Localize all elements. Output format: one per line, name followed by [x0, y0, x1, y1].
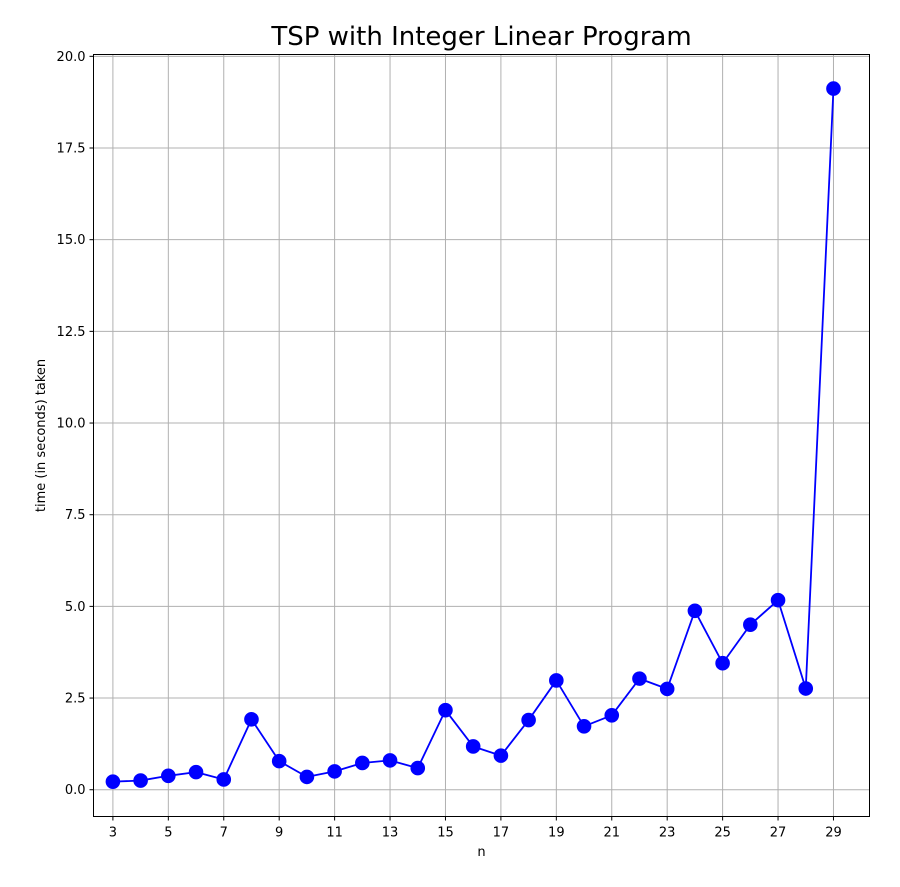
x-tick-label: 13: [382, 826, 399, 841]
data-point: [355, 755, 370, 771]
data-point: [216, 772, 232, 787]
x-tick-label: 25: [714, 826, 731, 841]
y-tick-label: 2.5: [65, 692, 86, 707]
data-point: [659, 681, 675, 697]
y-axis-label: time (in seconds) taken: [34, 359, 49, 512]
y-tick-label: 15.0: [57, 233, 86, 248]
x-tick-label: 23: [659, 826, 676, 841]
data-point: [826, 81, 841, 96]
x-tick-label: 15: [437, 826, 454, 841]
data-point: [299, 769, 315, 785]
y-tick-label: 20.0: [57, 50, 86, 65]
data-point: [271, 753, 287, 769]
x-tick-label: 19: [548, 826, 565, 841]
data-series: [105, 81, 841, 789]
data-point: [105, 774, 121, 789]
data-point: [687, 603, 703, 619]
x-tick-label: 3: [109, 826, 117, 841]
data-point: [493, 748, 509, 763]
chart-title: TSP with Integer Linear Program: [270, 22, 691, 52]
x-tick-label: 5: [164, 826, 172, 841]
x-axis-label: n: [477, 845, 485, 860]
data-point: [133, 773, 148, 788]
data-point: [382, 753, 398, 768]
x-tick-label: 11: [326, 826, 343, 841]
data-point: [576, 718, 592, 734]
data-point: [188, 764, 204, 780]
y-tick-label: 10.0: [57, 417, 86, 432]
data-point: [327, 764, 342, 779]
x-tick-label: 7: [220, 826, 228, 841]
x-tick-label: 27: [770, 826, 787, 841]
data-point: [438, 702, 453, 718]
y-tick-label: 17.5: [57, 142, 86, 157]
data-point: [798, 681, 814, 696]
x-tick-label: 21: [603, 826, 620, 841]
y-tick-label: 5.0: [65, 600, 86, 615]
data-point: [715, 655, 730, 671]
y-tick-label: 7.5: [65, 508, 86, 523]
x-tick-label: 17: [493, 826, 510, 841]
data-point: [244, 712, 259, 727]
data-point: [410, 760, 426, 776]
x-tick-label: 9: [275, 826, 283, 841]
data-point: [465, 739, 481, 754]
data-point: [604, 707, 620, 723]
y-tick-label: 0.0: [65, 783, 86, 798]
y-tick-label: 12.5: [57, 325, 86, 340]
data-point: [770, 592, 786, 608]
grid: [93, 54, 870, 817]
data-point: [521, 712, 536, 728]
x-tick-label: 29: [825, 826, 842, 841]
data-point: [632, 671, 647, 686]
data-point: [161, 768, 176, 784]
ticks: 3 5 7 9 11 13 15 17 19 21 23 25 27 29 0.0 2.5 5.0 7.5 10.0…: [57, 50, 842, 841]
data-point: [743, 617, 758, 633]
data-point: [549, 673, 564, 688]
plot-frame: [93, 54, 870, 817]
series-line: [112, 88, 835, 783]
